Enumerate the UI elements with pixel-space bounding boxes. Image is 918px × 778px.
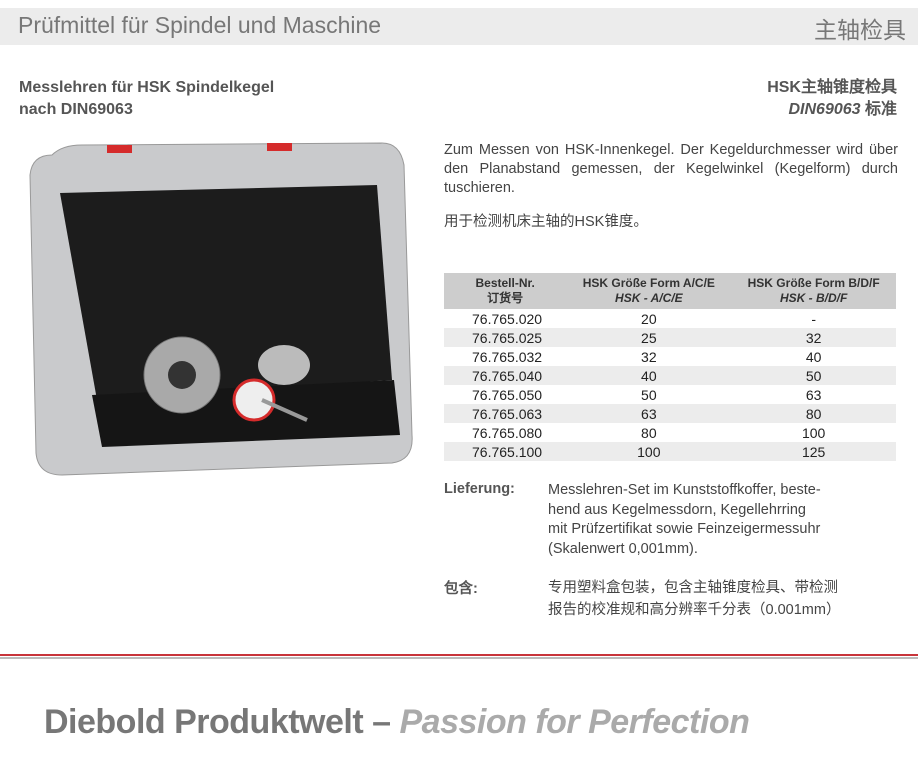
header-line: 订货号 xyxy=(487,291,524,305)
table-cell: 20 xyxy=(641,310,657,327)
product-title-cn-line1: HSK主轴锥度检具 xyxy=(767,79,897,96)
table-cell: 76.765.025 xyxy=(444,328,567,347)
header-line: Bestell-Nr. xyxy=(475,276,535,290)
contents-line: 专用塑料盒包装，包含主轴锥度检具、带检测 xyxy=(548,580,838,596)
table-cell: 80 xyxy=(731,404,896,423)
table-row: 76.765.025 25 32 xyxy=(444,328,896,347)
table-cell: 125 xyxy=(731,442,896,461)
col-order-no: Bestell-Nr. 订货号 xyxy=(444,273,567,309)
table-cell: 63 xyxy=(805,386,822,403)
table-cell: 32 xyxy=(731,328,896,347)
standard-name: DIN69063 xyxy=(788,101,861,118)
table-row: 76.765.040 40 50 xyxy=(444,366,896,385)
delivery-label: Lieferung: xyxy=(444,481,515,497)
contents-label: 包含: xyxy=(444,581,478,597)
divider-grey xyxy=(0,657,918,659)
description-cn: 用于检测机床主轴的HSK锥度。 xyxy=(444,214,648,230)
contents-line: 报告的校准规和高分辨率千分表（0.001mm） xyxy=(548,602,841,618)
delivery-line: mit Prüfzertifikat sowie Feinzeigermessu… xyxy=(548,521,821,537)
table-cell: 100 xyxy=(801,424,826,441)
table-cell: 76.765.063 xyxy=(444,404,567,423)
table-cell: 76.765.020 xyxy=(472,310,543,327)
col-ace: HSK Größe Form A/C/E HSK - A/C/E xyxy=(566,273,732,309)
table-cell: 50 xyxy=(731,366,896,385)
table-cell: 76.765.032 xyxy=(472,348,543,365)
table-cell: 76.765.050 xyxy=(472,386,543,403)
table-cell: 32 xyxy=(641,348,657,365)
footer-tagline: Passion for Perfection xyxy=(399,703,750,741)
table-row: 76.765.063 63 80 xyxy=(444,404,896,423)
order-table: Bestell-Nr. 订货号 HSK Größe Form A/C/E HSK -… xyxy=(444,273,896,461)
footer-slogan: Diebold Produktwelt – Passion for Perfec… xyxy=(44,703,750,742)
table-cell: 25 xyxy=(566,328,732,347)
product-title: Messlehren für HSK Spindelkegel nach DIN… xyxy=(19,77,274,121)
product-image-case xyxy=(29,142,413,476)
table-cell: 40 xyxy=(566,366,732,385)
header-bar xyxy=(0,8,918,45)
table-row: 76.765.020 20 - xyxy=(444,309,896,328)
col-bdf: HSK Größe Form B/D/F HSK - B/D/F xyxy=(731,273,896,309)
table-row: 76.765.050 50 63 xyxy=(444,385,896,404)
product-title-line2: nach DIN69063 xyxy=(19,101,133,118)
table-row: 76.765.100 100 125 xyxy=(444,442,896,461)
contents-text: 专用塑料盒包装，包含主轴锥度检具、带检测 报告的校准规和高分辨率千分表（0.00… xyxy=(548,577,840,621)
table-cell: 76.765.080 xyxy=(472,424,543,441)
product-title-line1: Messlehren für HSK Spindelkegel xyxy=(19,79,275,96)
standard-suffix: 标准 xyxy=(860,101,897,118)
table-header: Bestell-Nr. 订货号 HSK Größe Form A/C/E HSK -… xyxy=(444,273,896,309)
delivery-line: Messlehren-Set im Kunststoffkoffer, best… xyxy=(548,482,821,498)
table-cell: 40 xyxy=(805,348,822,365)
footer-brand: Diebold Produktwelt – xyxy=(44,703,400,741)
table-cell: 80 xyxy=(641,424,657,441)
table-row: 76.765.080 80 100 xyxy=(444,423,896,442)
header-line: HSK - A/C/E xyxy=(615,291,683,305)
divider-red xyxy=(0,654,918,656)
description: Zum Messen von HSK-Innenkegel. Der Kegel… xyxy=(444,142,898,196)
table-cell: 63 xyxy=(566,404,732,423)
delivery-line: (Skalenwert 0,001mm). xyxy=(548,540,698,557)
header-line: HSK Größe Form A/C/E xyxy=(582,276,715,290)
header-title: Prüfmittel für Spindel und Maschine xyxy=(18,12,382,38)
table-row: 76.765.032 32 40 xyxy=(444,347,896,366)
delivery-text: Messlehren-Set im Kunststoffkoffer, best… xyxy=(548,481,821,559)
table-cell: 76.765.100 xyxy=(444,442,567,461)
table-cell: 50 xyxy=(641,386,657,403)
product-title-cn: HSK主轴锥度检具 DIN69063 标准 xyxy=(767,77,897,121)
header-line: HSK Größe Form B/D/F xyxy=(747,276,880,290)
table-cell: 76.765.040 xyxy=(444,366,567,385)
header-title-cn: 主轴检具 xyxy=(814,17,906,43)
table-cell: - xyxy=(811,310,816,327)
header-line: HSK - B/D/F xyxy=(779,291,848,305)
delivery-line: hend aus Kegelmessdorn, Kegellehrring xyxy=(548,501,806,518)
table-cell: 100 xyxy=(566,442,732,461)
